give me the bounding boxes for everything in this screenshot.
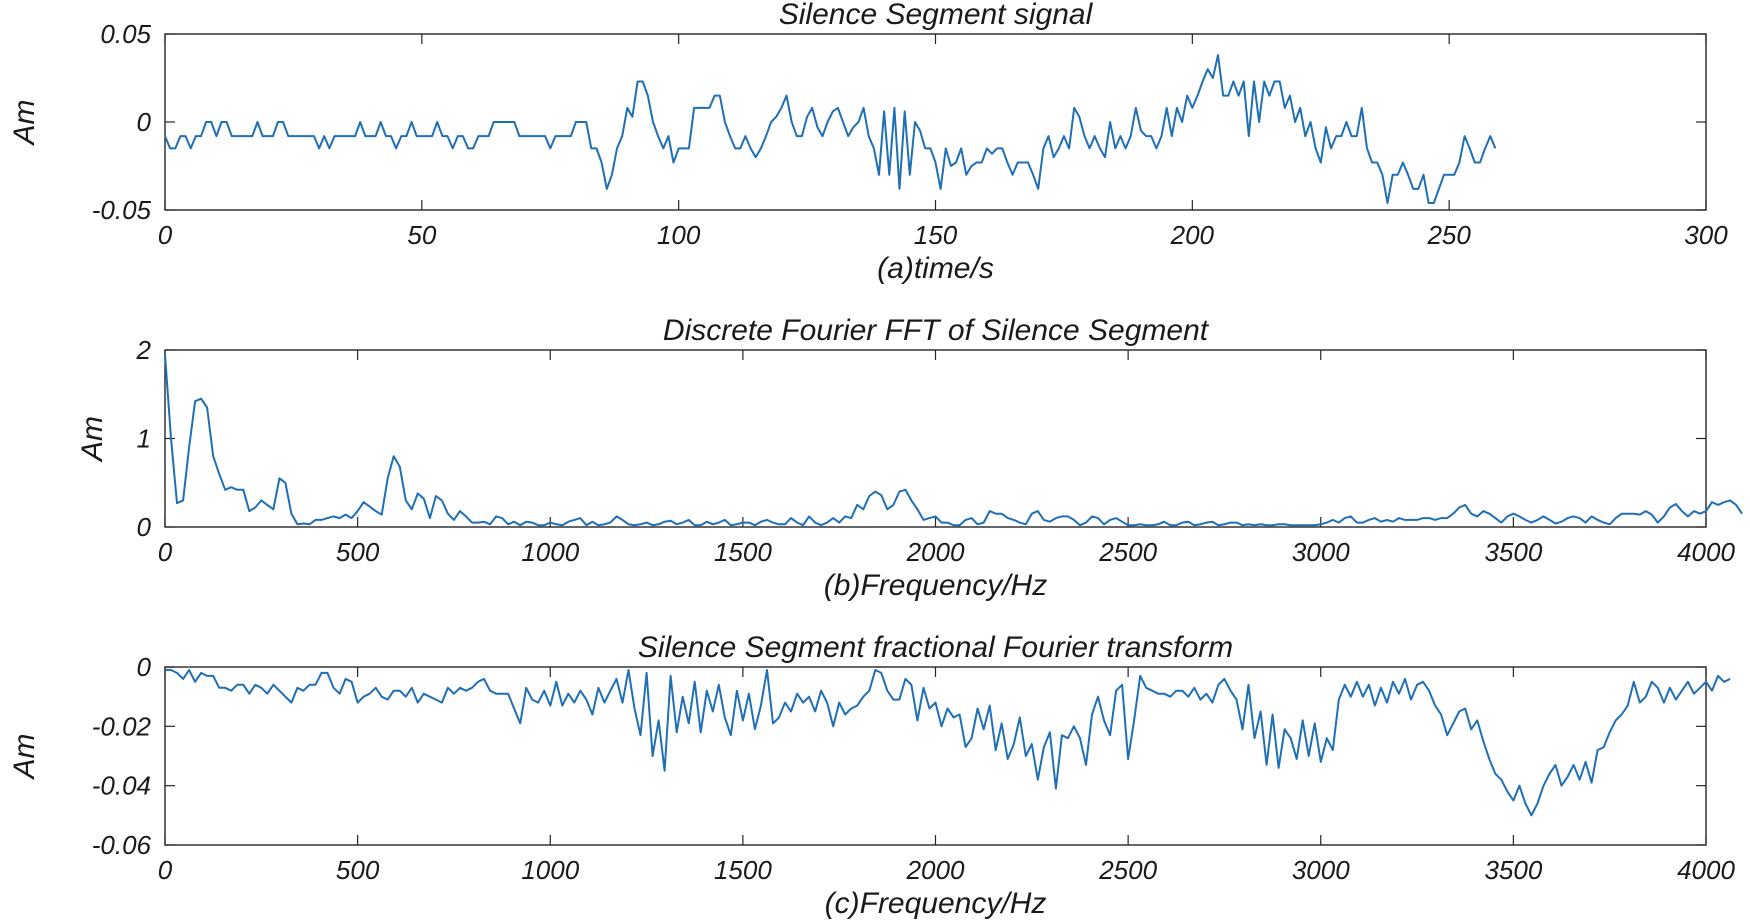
y-tick-label: 0 <box>137 652 152 682</box>
x-tick-label: 0 <box>158 855 173 885</box>
x-tick-label: 1000 <box>521 537 579 567</box>
y-tick-label: -0.02 <box>92 711 152 741</box>
x-axis-label: (c)Frequency/Hz <box>825 887 1047 920</box>
x-tick-label: 500 <box>336 537 380 567</box>
y-tick-label: 0 <box>137 107 152 137</box>
x-tick-label: 1500 <box>714 537 772 567</box>
y-tick-label: -0.05 <box>92 195 152 225</box>
x-axis-label: (a)time/s <box>877 252 994 285</box>
x-tick-label: 100 <box>657 220 701 250</box>
x-tick-label: 1500 <box>714 855 772 885</box>
y-axis-label: Am <box>8 100 41 147</box>
y-tick-label: 1 <box>137 424 151 454</box>
y-axis-label: Am <box>76 416 109 463</box>
chart-panel-1: 0 500 1000 1500 2000 2500 3000 3500 4000 0 1 2 Discr… <box>76 314 1743 602</box>
x-tick-label: 3500 <box>1484 855 1542 885</box>
x-tick-label: 2500 <box>1098 855 1157 885</box>
x-tick-label: 4000 <box>1677 537 1735 567</box>
x-tick-label: 3000 <box>1292 537 1350 567</box>
axes-frame <box>164 666 1707 846</box>
x-axis-label: (b)Frequency/Hz <box>824 569 1047 602</box>
chart-title: Discrete Fourier FFT of Silence Segment <box>663 314 1210 347</box>
x-tick-label: 0 <box>158 537 173 567</box>
x-tick-label: 1000 <box>521 855 579 885</box>
x-tick-label: 2000 <box>906 855 965 885</box>
x-tick-label: 3000 <box>1292 855 1350 885</box>
y-axis-label: Am <box>8 734 41 781</box>
chart-title: Silence Segment signal <box>779 0 1094 31</box>
axes-frame <box>164 349 1707 528</box>
data-line-2-0 <box>165 669 1731 817</box>
x-tick-label: 0 <box>158 220 173 250</box>
y-tick-label: -0.04 <box>92 771 151 801</box>
x-tick-label: 200 <box>1170 220 1215 250</box>
chart-panel-2: 0 500 1000 1500 2000 2500 3000 3500 4000 -0.06 -0.… <box>8 631 1735 920</box>
chart-title: Silence Segment fractional Fourier trans… <box>638 631 1233 664</box>
axes-frame <box>164 33 1707 211</box>
x-tick-label: 2000 <box>906 537 965 567</box>
data-line-0-0 <box>164 54 1497 204</box>
data-line-1-0 <box>164 354 1743 527</box>
x-tick-label: 500 <box>336 855 380 885</box>
x-tick-label: 2500 <box>1098 537 1157 567</box>
y-tick-label: 0.05 <box>100 19 151 49</box>
x-tick-label: 150 <box>914 220 958 250</box>
x-tick-label: 4000 <box>1677 855 1735 885</box>
y-tick-label: 0 <box>137 512 152 542</box>
x-tick-label: 250 <box>1426 220 1471 250</box>
x-tick-label: 300 <box>1684 220 1728 250</box>
y-tick-label: 2 <box>136 335 152 365</box>
x-tick-label: 3500 <box>1484 537 1542 567</box>
y-tick-label: -0.06 <box>92 830 152 860</box>
x-tick-label: 50 <box>407 220 436 250</box>
